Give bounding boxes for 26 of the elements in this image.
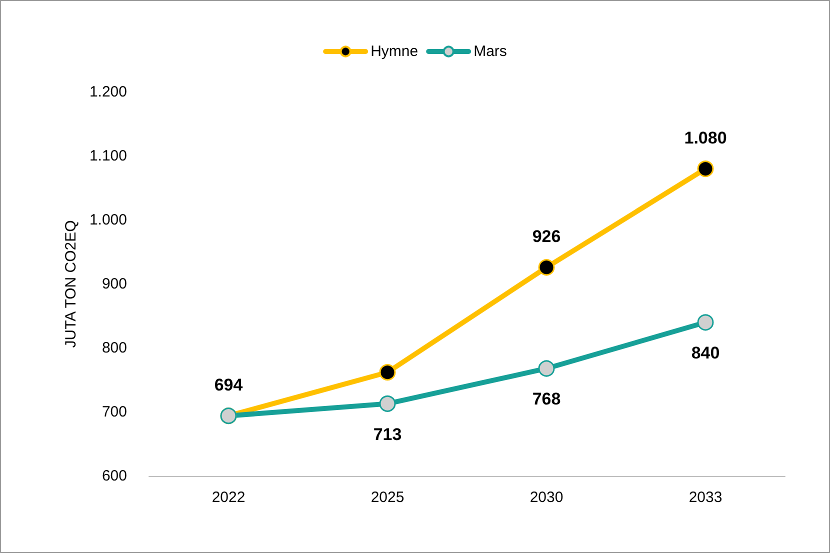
y-tick-label: 900: [102, 276, 127, 292]
legend-label: Mars: [474, 43, 507, 60]
data-label: 840: [691, 344, 720, 363]
x-tick-label: 2030: [530, 489, 564, 506]
data-label: 926: [532, 227, 561, 246]
x-tick-label: 2033: [688, 489, 722, 506]
point: [379, 364, 396, 381]
x-tick-label: 2022: [212, 489, 246, 506]
y-tick-label: 800: [102, 340, 127, 356]
legend-label: Hymne: [370, 43, 418, 60]
y-tick-label: 1.200: [89, 84, 127, 100]
data-label: 694: [214, 376, 244, 395]
y-axis-title: JUTA TON CO2EQ: [62, 220, 80, 348]
y-tick-label: 1.100: [89, 148, 127, 164]
y-tick-label: 600: [102, 468, 127, 484]
point: [697, 314, 714, 331]
point: [697, 160, 714, 178]
y-tick-label: 1.000: [89, 212, 127, 228]
point: [538, 259, 555, 276]
data-label: 713: [373, 424, 402, 444]
point: [379, 395, 396, 412]
point: [538, 360, 555, 377]
y-tick-label: 700: [102, 404, 127, 420]
data-label: 768: [532, 390, 561, 409]
data-label: 1.080: [684, 128, 727, 148]
x-tick-label: 2025: [370, 489, 404, 506]
